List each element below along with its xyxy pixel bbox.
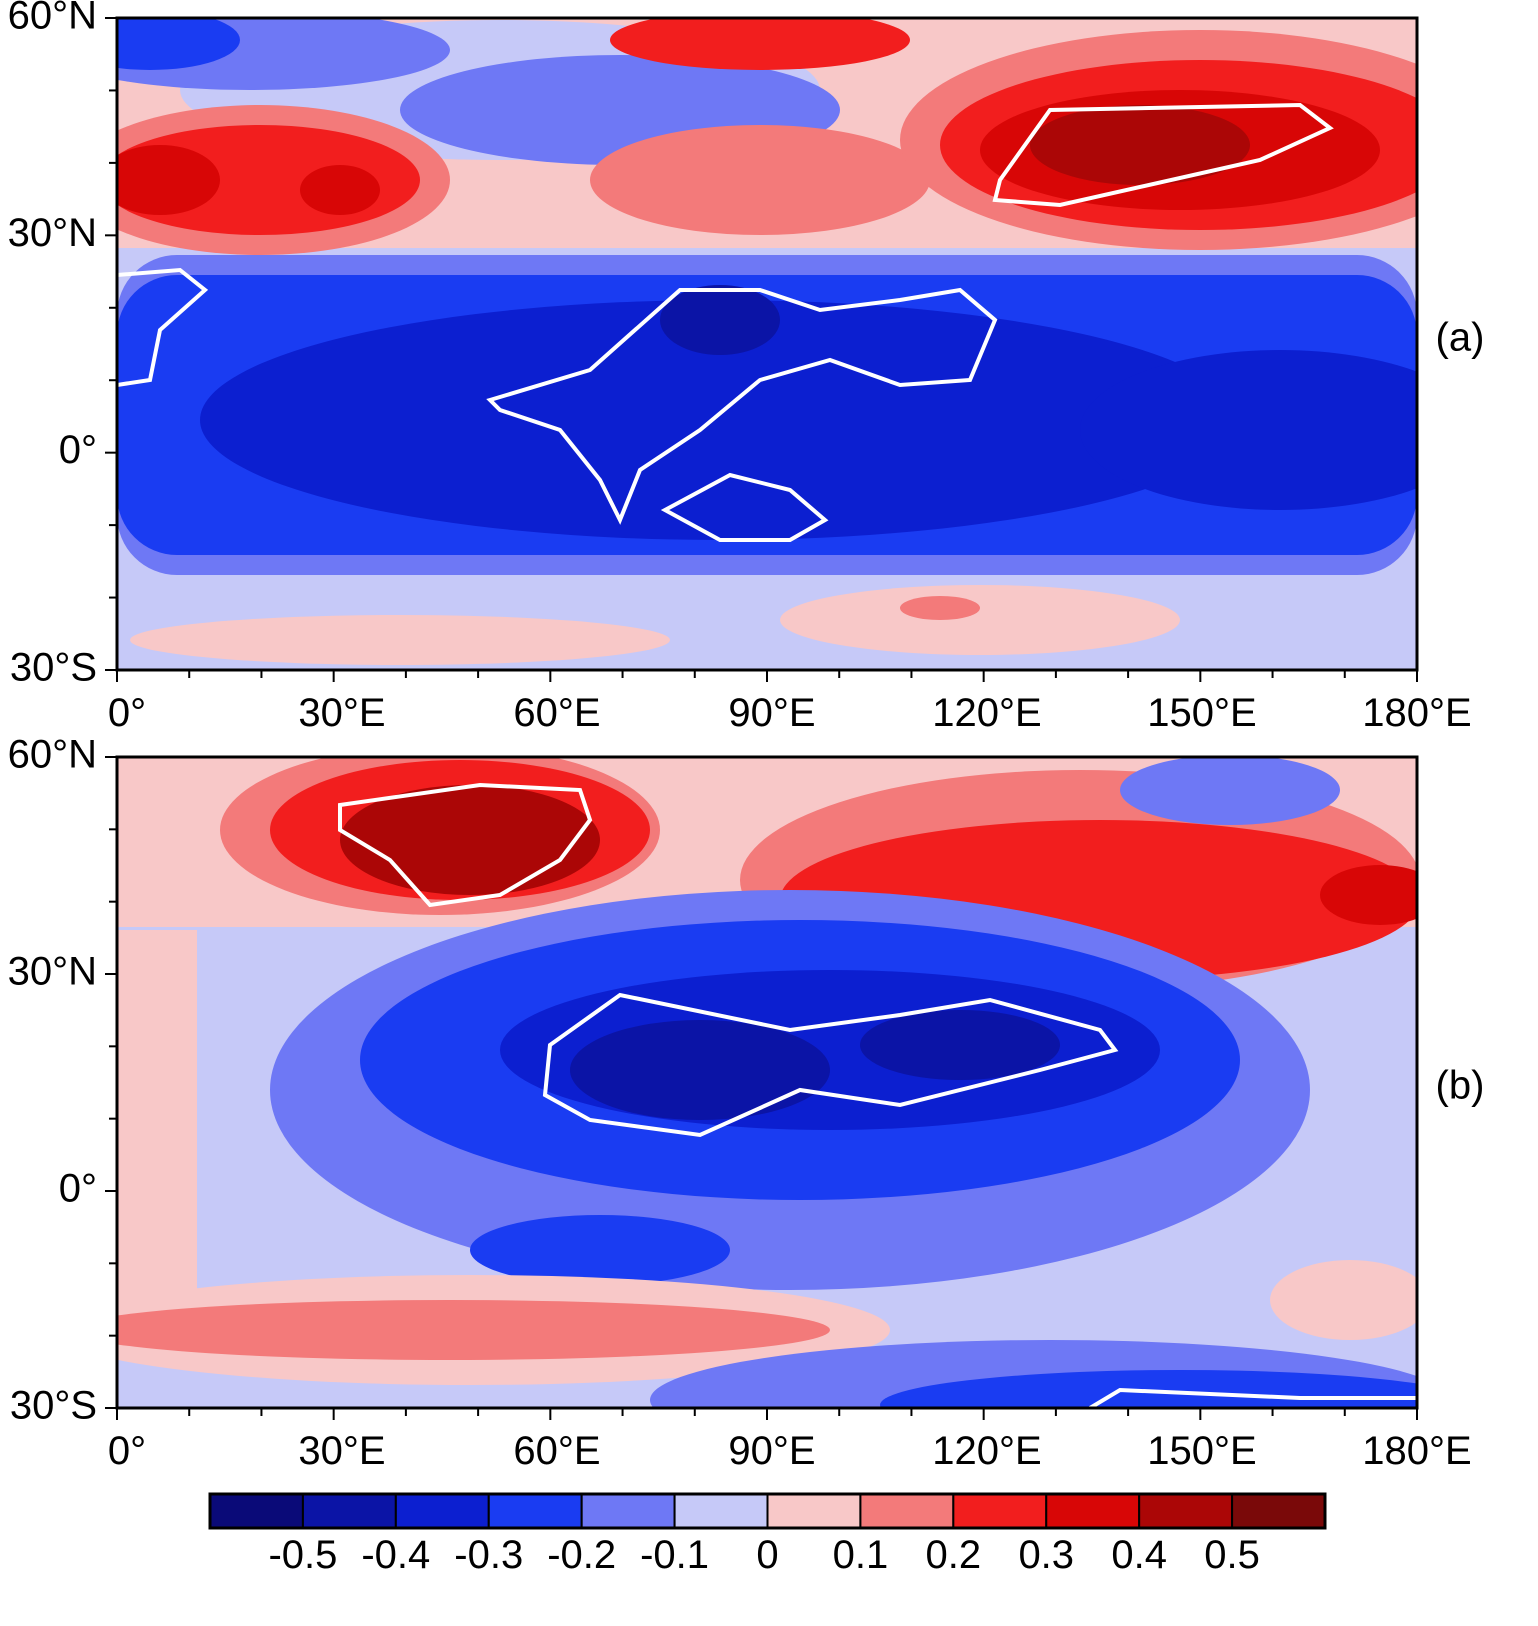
colorbar-swatch [766,1493,862,1529]
colorbar-swatch [209,1493,304,1529]
lon-label: 150°E [1147,691,1256,735]
colorbar-swatch [301,1493,397,1529]
colorbar-swatch [1231,1493,1327,1529]
panel-label: (a) [1436,316,1485,360]
colorbar-label: 0 [756,1533,778,1577]
lon-label: 180°E [1362,691,1471,735]
lat-label: 30°N [8,950,97,994]
contour-field-a [117,18,1417,670]
lon-label: 90°E [728,691,815,735]
lon-label: 180°E [1362,1429,1471,1473]
lat-label: 60°N [8,0,97,38]
colorbar-label: 0.2 [926,1533,982,1577]
lat-label: 0° [59,1167,97,1211]
colorbar-label: -0.4 [361,1533,430,1577]
lon-label: 90°E [728,1429,815,1473]
contour-field-b [117,757,1417,1408]
lat-label: 30°S [10,1384,97,1428]
colorbar-label: -0.1 [640,1533,709,1577]
colorbar-swatch [1138,1493,1234,1529]
lat-label: 30°S [10,646,97,690]
colorbar-label: 0.1 [833,1533,889,1577]
lon-label: 0° [108,1429,146,1473]
colorbar-swatch [580,1493,676,1529]
colorbar-label: -0.2 [547,1533,616,1577]
colorbar-label: 0.4 [1111,1533,1167,1577]
lat-label: 60°N [8,733,97,777]
lon-label: 60°E [513,691,600,735]
lon-label: 120°E [932,691,1041,735]
panel-label: (b) [1436,1064,1485,1108]
colorbar-label: -0.3 [454,1533,523,1577]
colorbar-label: -0.5 [268,1533,337,1577]
lat-label: 0° [59,428,97,472]
colorbar-swatch [487,1493,583,1529]
colorbar-swatch [673,1493,769,1529]
lon-label: 0° [108,691,146,735]
colorbar-swatch [394,1493,490,1529]
colorbar-frame [208,1492,1327,1530]
colorbar-label: 0.3 [1018,1533,1074,1577]
lat-label: 30°N [8,211,97,255]
colorbar-swatch [1045,1493,1141,1529]
lon-label: 150°E [1147,1429,1256,1473]
lon-label: 30°E [298,1429,385,1473]
colorbar-swatch [859,1493,955,1529]
lon-label: 120°E [932,1429,1041,1473]
lon-label: 30°E [298,691,385,735]
lon-label: 60°E [513,1429,600,1473]
colorbar-swatch [952,1493,1048,1529]
colorbar-label: 0.5 [1204,1533,1260,1577]
